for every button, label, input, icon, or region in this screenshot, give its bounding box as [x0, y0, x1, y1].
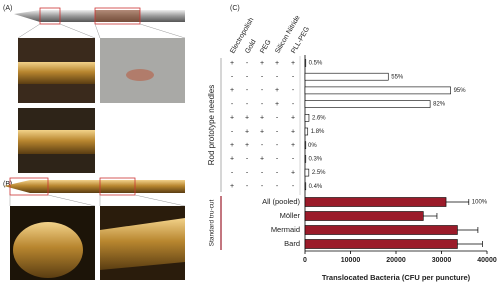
- x-tick-label: 40000: [477, 257, 497, 264]
- bar: [304, 100, 431, 108]
- matrix-cell: +: [230, 87, 234, 94]
- matrix-cell: -: [276, 169, 279, 176]
- matrix-cell: -: [231, 128, 234, 135]
- matrix-cell: -: [246, 60, 249, 67]
- bar: [304, 72, 389, 81]
- x-tick-label: 0: [303, 257, 307, 264]
- matrix-cell: -: [261, 74, 264, 81]
- y-tick-label: Bard: [284, 239, 300, 248]
- photo-b: [4, 177, 186, 280]
- x-tick-label: 10000: [341, 257, 361, 264]
- group-label: Rod prototype needles: [207, 85, 216, 166]
- bar: [304, 114, 310, 122]
- percent-label: 0.3%: [308, 156, 322, 162]
- matrix-cell: -: [261, 183, 264, 190]
- matrix-cell: +: [260, 156, 264, 163]
- matrix-cell: +: [291, 142, 295, 149]
- matrix-cell: +: [230, 60, 234, 67]
- bar: [304, 239, 458, 249]
- matrix-cell: -: [261, 101, 264, 108]
- panel-label: (A): [3, 5, 12, 12]
- x-tick-label: 20000: [386, 257, 406, 264]
- matrix-cell: -: [261, 87, 264, 94]
- bar: [304, 86, 451, 95]
- matrix-cell: -: [231, 74, 234, 81]
- matrix-cell: +: [291, 128, 295, 135]
- bar: [304, 168, 310, 177]
- matrix-cell: +: [275, 60, 279, 67]
- matrix-cell: +: [260, 115, 264, 122]
- matrix-cell: -: [276, 142, 279, 149]
- percent-label: 55%: [391, 74, 404, 80]
- matrix-cell: -: [292, 183, 295, 190]
- percent-label: 1.8%: [311, 129, 325, 135]
- matrix-cell: -: [276, 183, 279, 190]
- percent-label: 0.5%: [309, 61, 323, 67]
- bar: [304, 211, 424, 221]
- matrix-cell: +: [230, 115, 234, 122]
- matrix-cell: +: [260, 60, 264, 67]
- percent-label: 100%: [472, 200, 488, 206]
- bar: [304, 225, 458, 235]
- matrix-cell: +: [291, 60, 295, 67]
- bar: [304, 182, 307, 191]
- matrix-cell: -: [276, 74, 279, 81]
- matrix-cell: +: [245, 142, 249, 149]
- coating-label: Gold: [244, 39, 258, 55]
- percent-label: 2.5%: [312, 170, 326, 176]
- matrix-cell: -: [246, 101, 249, 108]
- matrix-cell: +: [245, 128, 249, 135]
- matrix-cell: -: [246, 169, 249, 176]
- matrix-cell: +: [230, 156, 234, 163]
- photo-a: [14, 7, 186, 173]
- matrix-cell: -: [231, 101, 234, 108]
- matrix-cell: -: [261, 142, 264, 149]
- matrix-cell: -: [246, 87, 249, 94]
- percent-label: 82%: [433, 102, 446, 108]
- percent-label: 95%: [454, 88, 467, 94]
- matrix-cell: +: [260, 128, 264, 135]
- percent-label: 0%: [308, 143, 317, 149]
- matrix-cell: -: [292, 156, 295, 163]
- x-axis-title: Translocated Bacteria (CFU per puncture): [322, 273, 471, 282]
- matrix-cell: -: [246, 183, 249, 190]
- bar: [304, 141, 307, 149]
- percent-label: 2.6%: [312, 115, 326, 121]
- bar: [304, 127, 309, 136]
- y-tick-label: All (pooled): [262, 197, 300, 206]
- matrix-cell: -: [231, 169, 234, 176]
- x-tick-label: 30000: [432, 257, 452, 264]
- y-tick-label: Mermaid: [271, 225, 300, 234]
- matrix-cell: -: [276, 128, 279, 135]
- group-label: Standard tru-cut: [209, 200, 216, 247]
- bar: [304, 197, 447, 207]
- matrix-cell: +: [275, 101, 279, 108]
- matrix-cell: -: [292, 87, 295, 94]
- matrix-cell: -: [292, 101, 295, 108]
- matrix-cell: -: [276, 156, 279, 163]
- matrix-cell: +: [291, 115, 295, 122]
- percent-label: 0.4%: [309, 184, 323, 190]
- matrix-cell: -: [246, 156, 249, 163]
- coating-label: PEG: [259, 39, 272, 55]
- matrix-cell: -: [261, 169, 264, 176]
- matrix-cell: +: [230, 142, 234, 149]
- matrix-cell: +: [291, 169, 295, 176]
- matrix-cell: +: [245, 115, 249, 122]
- panel-label: (C): [230, 5, 240, 12]
- bar: [304, 59, 307, 67]
- matrix-cell: -: [246, 74, 249, 81]
- matrix-cell: -: [292, 74, 295, 81]
- matrix-cell: -: [276, 115, 279, 122]
- y-tick-label: Möller: [280, 211, 301, 220]
- bar: [304, 155, 307, 163]
- matrix-cell: +: [230, 183, 234, 190]
- panel-label: (B): [3, 181, 12, 188]
- matrix-cell: +: [275, 87, 279, 94]
